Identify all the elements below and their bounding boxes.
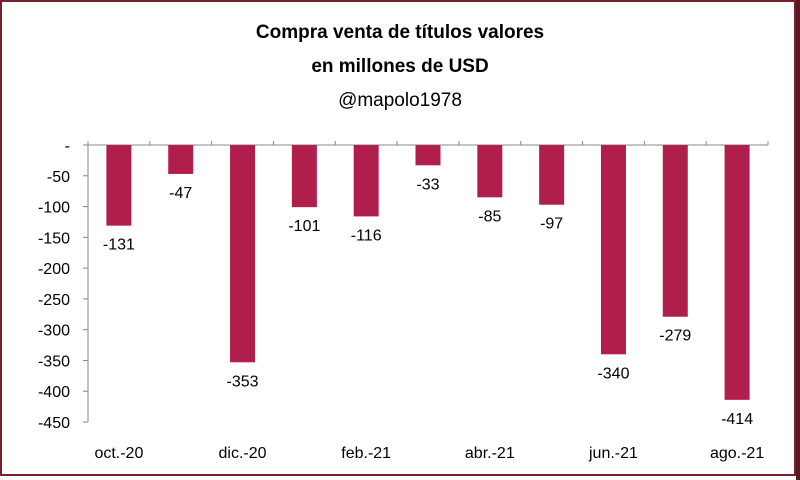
data-label: -353 [227, 373, 259, 390]
bar [600, 145, 626, 355]
bar [539, 145, 565, 205]
bar [662, 145, 688, 317]
y-tick-label: -50 [47, 169, 70, 186]
data-label: -101 [288, 218, 320, 235]
x-tick-label: jun.-21 [588, 445, 638, 462]
y-tick-label: -150 [38, 230, 70, 247]
data-label: -85 [478, 208, 501, 225]
y-tick-label: -400 [38, 384, 70, 401]
y-tick-label: -250 [38, 292, 70, 309]
chart-title-line-2: en millones de USD [311, 56, 489, 77]
data-label: -131 [103, 237, 135, 254]
y-tick-label: -450 [38, 415, 70, 432]
y-tick-label: -300 [38, 323, 70, 340]
bar [353, 145, 379, 217]
bar [291, 145, 317, 208]
y-tick-label: -350 [38, 353, 70, 370]
x-tick-label: abr.-21 [465, 445, 515, 462]
x-tick-label: dic.-20 [219, 445, 267, 462]
data-label: -414 [721, 411, 753, 428]
data-label: -340 [597, 365, 629, 382]
x-tick-label: oct.-20 [94, 445, 143, 462]
y-tick-label: - [65, 138, 70, 155]
y-tick-label: -200 [38, 261, 70, 278]
bar [415, 145, 441, 166]
bar [724, 145, 750, 400]
bar [168, 145, 194, 174]
data-label: -116 [351, 227, 382, 244]
data-label: -279 [659, 328, 691, 345]
bar [230, 145, 256, 363]
data-label: -33 [416, 176, 439, 193]
chart-subtitle: @mapolo1978 [338, 90, 462, 111]
data-label: -97 [540, 216, 563, 233]
frame-edge [796, 0, 800, 480]
bar [106, 145, 132, 226]
bar [477, 145, 503, 198]
x-tick-label: feb.-21 [341, 445, 391, 462]
y-tick-label: -100 [38, 200, 70, 217]
chart-title-line-1: Compra venta de títulos valores [255, 22, 545, 43]
x-tick-label: ago.-21 [710, 445, 764, 462]
data-label: -47 [169, 185, 192, 202]
